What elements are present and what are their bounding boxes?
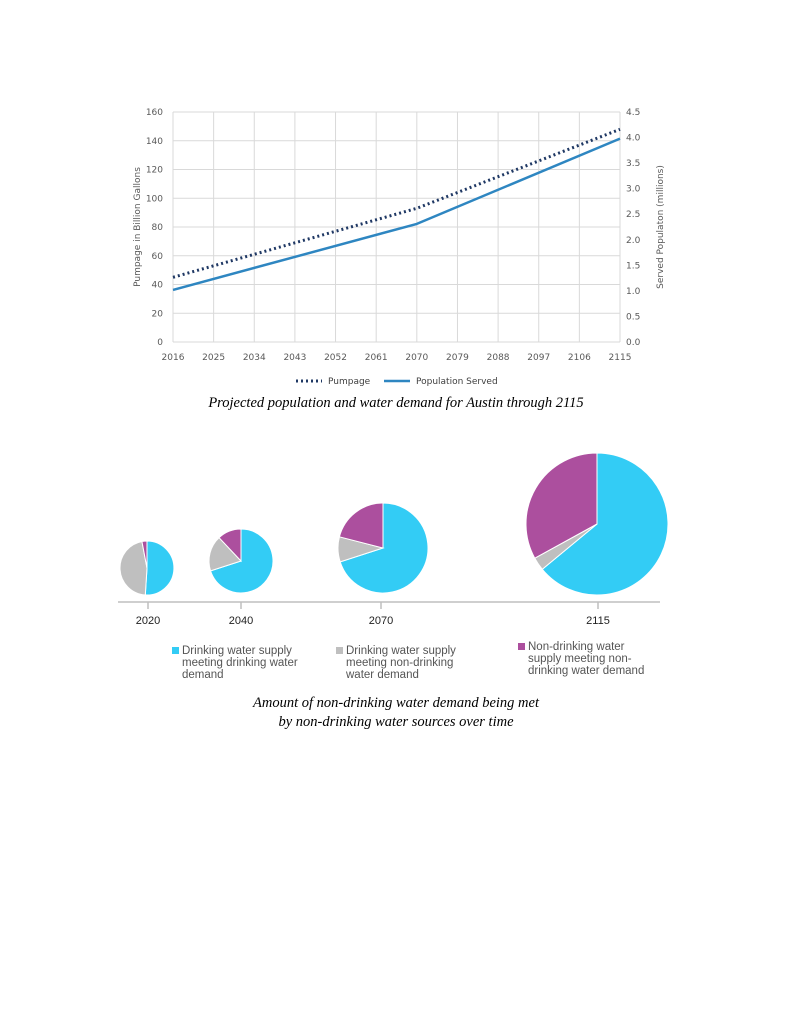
- pie-caption-line-2: by non-drinking water sources over time: [278, 714, 514, 730]
- legend-label-nondrinking: Non-drinking water supply meeting non-dr…: [528, 641, 645, 677]
- x-tick-label: 2097: [527, 353, 550, 363]
- series-line-population-served: [172, 137, 621, 292]
- y-axis-title: Pumpage in Billion Gallons: [133, 167, 143, 287]
- pie-slice-2020-0: [144, 540, 175, 596]
- y2-tick-label: 2.5: [626, 210, 640, 220]
- y2-tick-label: 3.0: [626, 185, 641, 195]
- x-tick-label: 2043: [283, 353, 306, 363]
- legend-swatch-drinking-nondrinking: [336, 647, 343, 654]
- legend-swatch-nondrinking: [518, 643, 525, 650]
- legend-label-drinking-nondrinking: Drinking water supply meeting non-drinki…: [346, 645, 456, 681]
- pie-year-label-2115: 2115: [586, 615, 610, 627]
- pie-slice-2040-2: [218, 528, 242, 563]
- pie-year-label-2020: 2020: [136, 615, 160, 627]
- pie-year-label-2040: 2040: [229, 615, 253, 627]
- y2-tick-label: 1.5: [626, 261, 640, 271]
- legend-label-drinking: Drinking water supply meeting drinking w…: [182, 645, 298, 681]
- y-tick-label: 160: [146, 108, 163, 118]
- y-tick-label: 140: [146, 137, 163, 147]
- pie-slice-2020-1: [119, 540, 148, 596]
- x-tick-label: 2052: [324, 353, 347, 363]
- x-tick-label: 2016: [162, 353, 185, 363]
- pie-caption-line-1: Amount of non-drinking water demand bein…: [253, 695, 539, 711]
- x-tick-label: 2061: [365, 353, 388, 363]
- x-tick-label: 2034: [243, 353, 266, 363]
- y2-axis-title: Served Populaton (millions): [656, 165, 666, 289]
- pie-year-label-2070: 2070: [369, 615, 393, 627]
- y-tick-label: 60: [152, 252, 164, 262]
- y-tick-label: 0: [157, 338, 163, 348]
- legend-label-pumpage: Pumpage: [328, 377, 371, 387]
- legend-label-population-served: Population Served: [416, 377, 498, 387]
- x-tick-label: 2079: [446, 353, 469, 363]
- pie-slice-2020-2: [141, 540, 148, 569]
- y-tick-label: 100: [146, 194, 163, 204]
- x-tick-label: 2070: [405, 353, 428, 363]
- pie-chart: 2020 2040 2070 2115: [118, 452, 669, 627]
- x-tick-label: 2106: [568, 353, 591, 363]
- legend-swatch-drinking: [172, 647, 179, 654]
- x-tick-label: 2088: [487, 353, 510, 363]
- line-chart-caption: Projected population and water demand fo…: [208, 395, 584, 411]
- y2-tick-label: 3.5: [626, 159, 640, 169]
- pie-slice-2070-2: [338, 502, 384, 549]
- y2-tick-label: 0.5: [626, 312, 640, 322]
- pie-slice-2115-2: [525, 452, 598, 559]
- pie-chart-caption: Amount of non-drinking water demand bein…: [0, 694, 792, 732]
- y-tick-label: 120: [146, 166, 163, 176]
- y2-tick-label: 4.0: [626, 134, 641, 144]
- y-tick-label: 80: [152, 223, 164, 233]
- y2-tick-label: 0.0: [626, 338, 641, 348]
- line-chart: 0 20 40 60 80 100 120 140 160 2016 2025 2034 2043 205…: [133, 108, 666, 387]
- x-tick-label: 2115: [609, 353, 632, 363]
- y-tick-label: 40: [152, 281, 164, 291]
- y-tick-label: 20: [152, 309, 164, 319]
- y2-tick-label: 4.5: [626, 108, 640, 118]
- y2-tick-label: 2.0: [626, 236, 641, 246]
- x-tick-label: 2025: [202, 353, 225, 363]
- pie-slice-2115-0: [541, 452, 669, 596]
- pie-slice-2040-0: [209, 528, 274, 594]
- y2-tick-label: 1.0: [626, 287, 641, 297]
